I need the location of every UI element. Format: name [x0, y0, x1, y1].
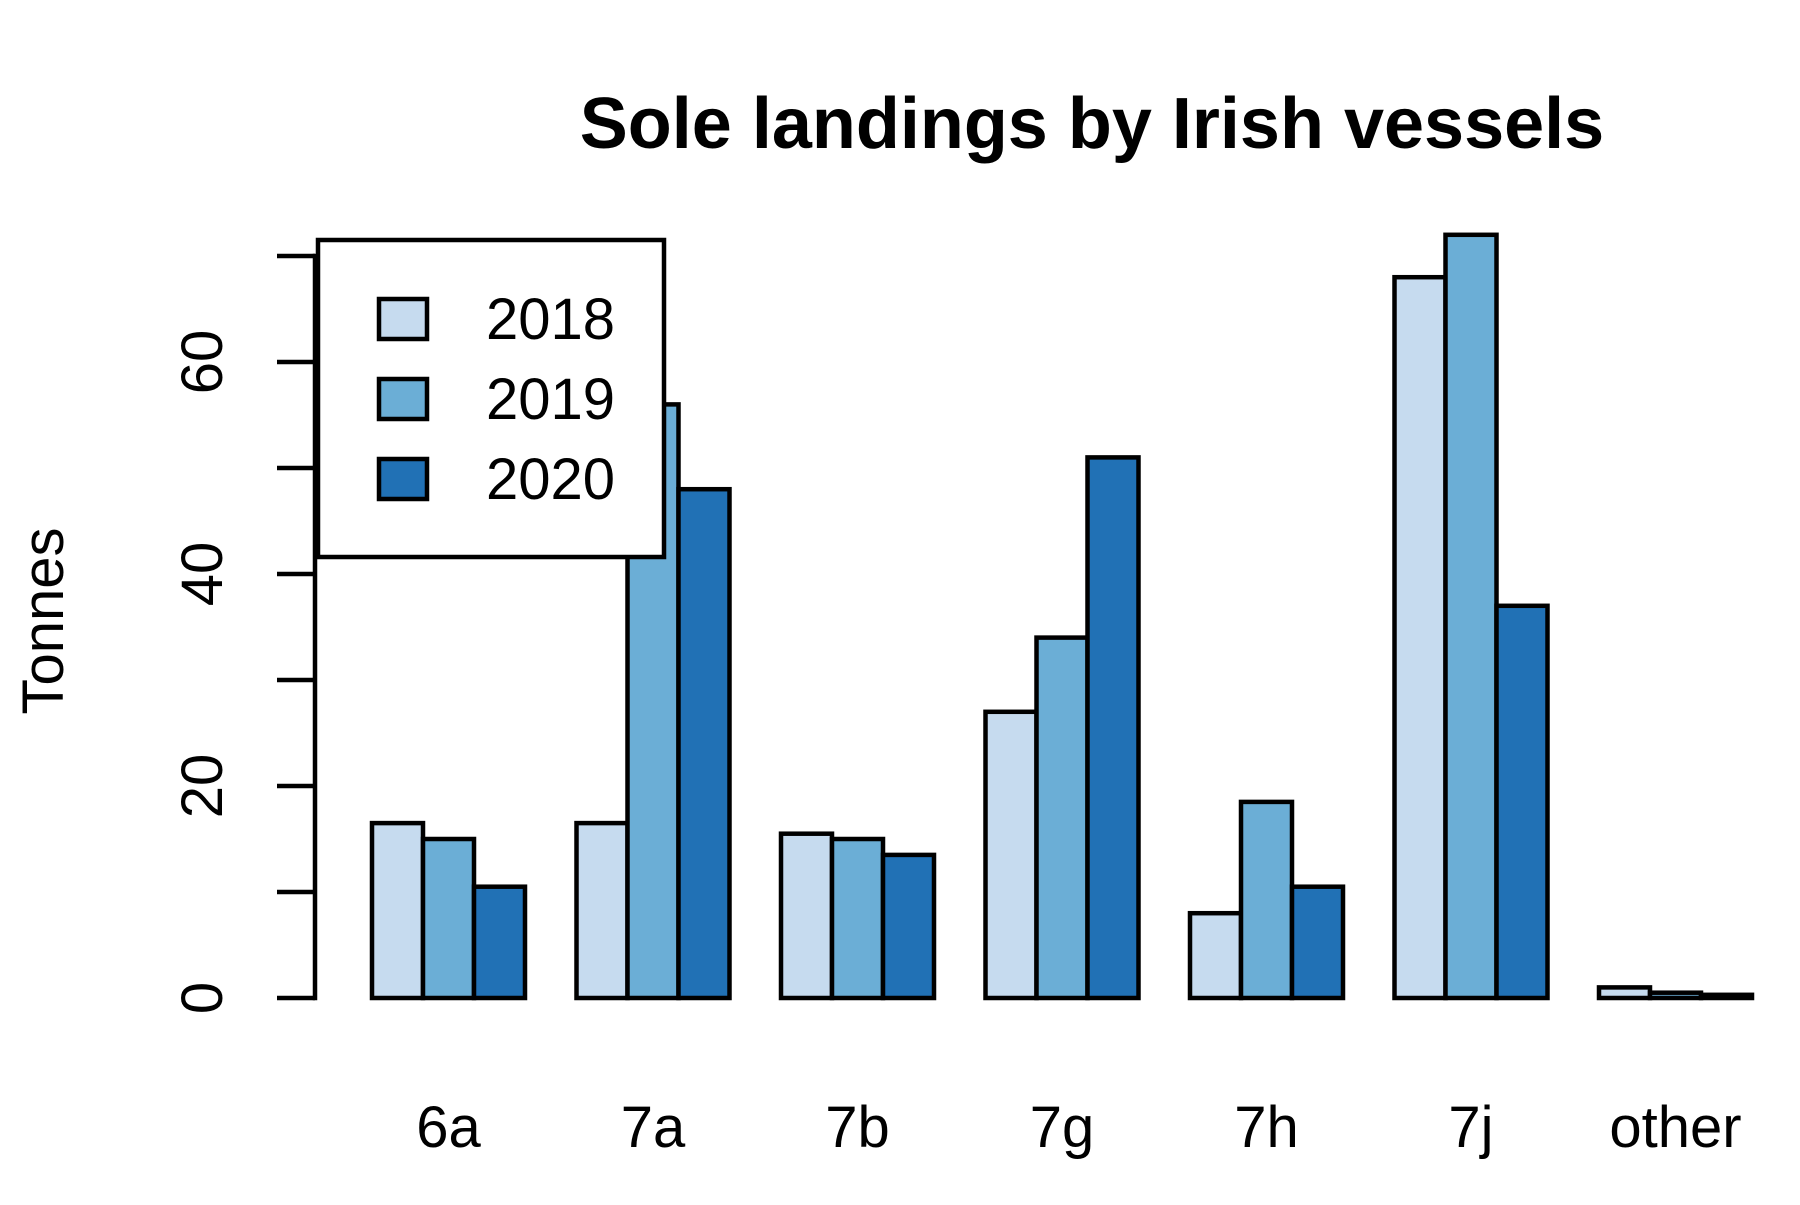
- x-tick-label-7g: 7g: [1030, 1095, 1095, 1160]
- x-tick-label-7b: 7b: [825, 1095, 890, 1160]
- x-tick-label-7a: 7a: [621, 1095, 686, 1160]
- x-tick-label-7j: 7j: [1448, 1095, 1493, 1160]
- bar-7j-2020: [1494, 603, 1550, 1001]
- bar-6a-2018: [369, 820, 426, 1001]
- bar-7b-2020: [880, 852, 937, 1001]
- y-tick-label-40: 40: [170, 542, 235, 607]
- bar-7h-2019: [1238, 799, 1295, 1001]
- bar-7b-2019: [829, 836, 886, 1001]
- x-axis-labels: 6a 7a 7b 7g 7h 7j other: [416, 1095, 1741, 1160]
- bar-other-2019: [1647, 990, 1704, 1001]
- legend-label-2019: 2019: [486, 367, 615, 432]
- chart-title: Sole landings by Irish vessels: [580, 84, 1604, 164]
- y-axis: 0 20 40 60: [170, 253, 318, 1014]
- x-tick-label-other: other: [1609, 1095, 1741, 1160]
- x-tick-label-6a: 6a: [416, 1095, 481, 1160]
- bar-7g-2019: [1034, 635, 1090, 1001]
- bar-7a-2020: [676, 486, 732, 1001]
- legend-box: [315, 237, 667, 560]
- bar-7b-2018: [778, 831, 835, 1001]
- legend: 2018 2019 2020: [315, 237, 667, 560]
- y-tick-label-60: 60: [170, 330, 235, 395]
- y-tick-label-0: 0: [170, 982, 235, 1014]
- bar-7j-2019: [1443, 232, 1499, 1001]
- legend-swatch-2019: [376, 376, 430, 422]
- x-tick-label-7h: 7h: [1234, 1095, 1299, 1160]
- bar-7h-2018: [1187, 910, 1244, 1001]
- bar-other-2020: [1698, 992, 1755, 1001]
- bar-6a-2019: [420, 836, 477, 1001]
- bar-7a-2018: [574, 820, 630, 1001]
- legend-label-2020: 2020: [486, 447, 615, 512]
- legend-label-2018: 2018: [486, 287, 615, 352]
- y-axis-label: Tonnes: [11, 527, 76, 714]
- y-tick-label-20: 20: [170, 754, 235, 819]
- bar-other-2018: [1596, 985, 1653, 1001]
- bar-6a-2020: [471, 884, 528, 1001]
- bar-7h-2020: [1289, 884, 1346, 1001]
- bar-7g-2018: [983, 709, 1039, 1001]
- legend-swatch-2018: [376, 296, 430, 342]
- bar-7j-2018: [1392, 274, 1448, 1001]
- legend-swatch-2020: [376, 456, 430, 502]
- bar-7g-2020: [1085, 455, 1141, 1001]
